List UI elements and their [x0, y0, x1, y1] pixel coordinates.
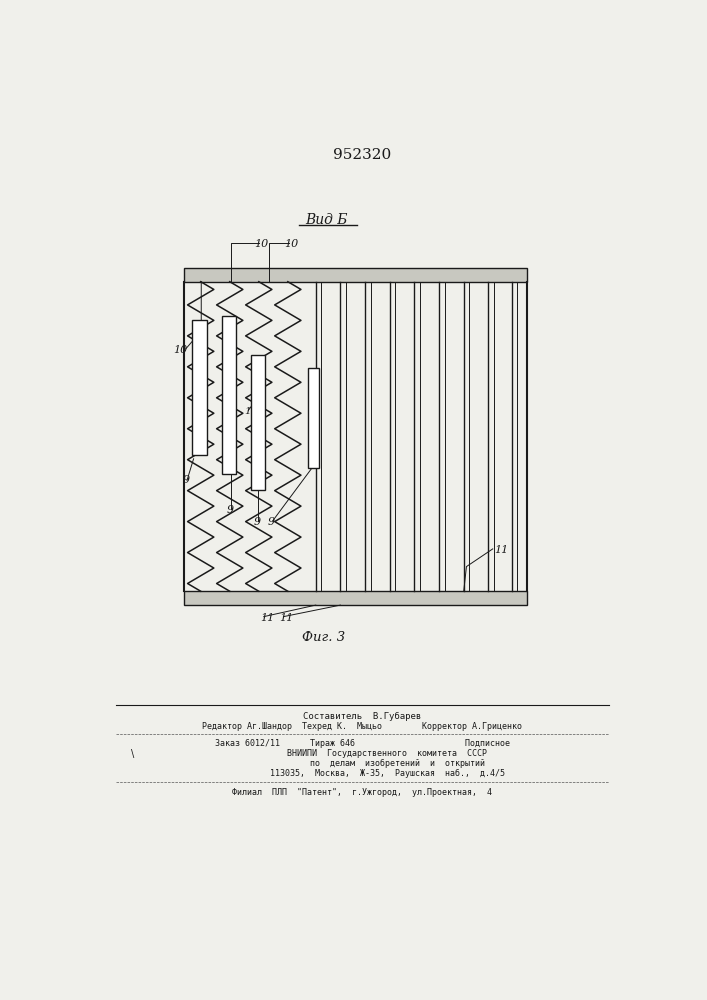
Bar	[308, 368, 319, 468]
Bar	[185, 591, 527, 605]
Bar	[221, 316, 235, 474]
Text: ВНИИПИ  Государственного  комитета  СССР: ВНИИПИ Государственного комитета СССР	[238, 749, 487, 758]
Text: \: \	[131, 749, 134, 759]
Text: по  делам  изобретений  и  открытий: по делам изобретений и открытий	[240, 759, 485, 768]
Text: 9: 9	[254, 517, 261, 527]
Text: 10: 10	[173, 345, 187, 355]
Bar	[250, 355, 265, 490]
Text: 9: 9	[182, 475, 189, 485]
Text: 10: 10	[255, 239, 269, 249]
Bar	[185, 268, 527, 282]
Text: Фиг. 3: Фиг. 3	[303, 631, 346, 644]
Text: 11: 11	[279, 613, 293, 623]
Text: Составитель  В.Губарев: Составитель В.Губарев	[303, 711, 421, 721]
Bar	[192, 320, 206, 455]
Text: Заказ 6012/11      Тираж 646                      Подписное: Заказ 6012/11 Тираж 646 Подписное	[215, 739, 510, 748]
Text: Редактор Аг.Шандор  Техред К.  Мыцьо        Корректор А.Гриценко: Редактор Аг.Шандор Техред К. Мыцьо Корре…	[202, 722, 522, 731]
Text: Филиал  ПЛП  "Патент",  г.Ужгород,  ул.Проектная,  4: Филиал ПЛП "Патент", г.Ужгород, ул.Проек…	[233, 788, 492, 797]
Text: 11: 11	[260, 613, 274, 623]
Text: 9: 9	[268, 517, 275, 527]
Text: 952320: 952320	[333, 148, 392, 162]
Text: 113035,  Москва,  Ж-35,  Раушская  наб.,  д.4/5: 113035, Москва, Ж-35, Раушская наб., д.4…	[220, 769, 505, 778]
Text: 9: 9	[226, 505, 233, 515]
Text: 11: 11	[494, 545, 508, 555]
Text: 10: 10	[284, 239, 299, 249]
Text: Вид Б: Вид Б	[305, 213, 348, 227]
Text: 10: 10	[244, 407, 257, 416]
